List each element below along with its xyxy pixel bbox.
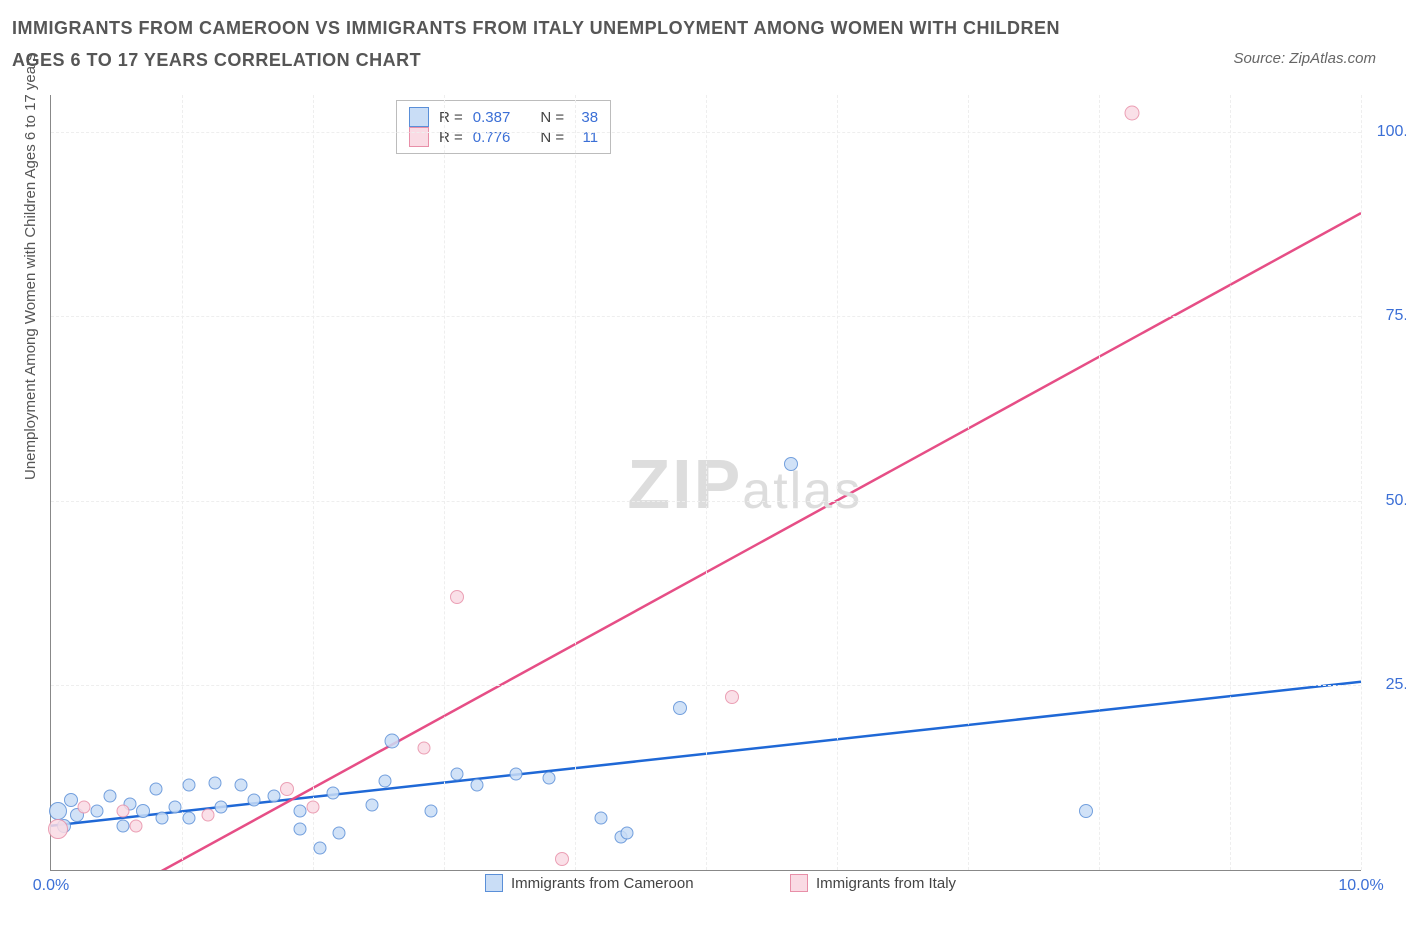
data-point-cameroon: [784, 457, 798, 471]
data-point-cameroon: [313, 841, 326, 854]
data-point-cameroon: [90, 804, 103, 817]
data-point-italy: [307, 801, 320, 814]
data-point-cameroon: [293, 823, 306, 836]
data-point-cameroon: [182, 812, 195, 825]
y-tick-label: 100.0%: [1371, 123, 1406, 141]
gridline-v: [1361, 95, 1362, 870]
legend-swatch-cameroon: [485, 874, 503, 892]
stat-swatch-cameroon: [409, 107, 429, 127]
correlation-legend: R = 0.387 N = 38R =0.776N =11: [396, 100, 611, 154]
legend-item-cameroon: Immigrants from Cameroon: [485, 874, 694, 892]
stat-row-italy: R =0.776N =11: [409, 127, 598, 147]
data-point-cameroon: [621, 827, 634, 840]
data-point-italy: [77, 801, 90, 814]
data-point-italy: [202, 808, 215, 821]
gridline-v: [313, 95, 314, 870]
trendline-italy: [123, 213, 1361, 870]
source-label: Source: ZipAtlas.com: [1233, 50, 1376, 67]
data-point-cameroon: [182, 779, 195, 792]
data-point-cameroon: [103, 790, 116, 803]
data-point-cameroon: [149, 782, 162, 795]
data-point-cameroon: [451, 768, 464, 781]
data-point-cameroon: [1079, 804, 1093, 818]
data-point-cameroon: [470, 779, 483, 792]
gridline-v: [968, 95, 969, 870]
data-point-cameroon: [333, 827, 346, 840]
data-point-italy: [280, 782, 294, 796]
gridline-v: [575, 95, 576, 870]
data-point-cameroon: [248, 793, 261, 806]
data-point-italy: [418, 742, 431, 755]
gridline-h: [51, 685, 1361, 686]
stat-r-label: R =: [439, 109, 463, 126]
data-point-cameroon: [510, 768, 523, 781]
gridline-v: [1230, 95, 1231, 870]
gridline-v: [444, 95, 445, 870]
gridline-v: [182, 95, 183, 870]
y-axis-label: Unemployment Among Women with Children A…: [22, 53, 39, 480]
data-point-cameroon: [542, 771, 555, 784]
data-point-cameroon: [595, 812, 608, 825]
stat-n-value-cameroon: 38: [574, 109, 598, 126]
data-point-italy: [117, 804, 130, 817]
data-point-cameroon: [234, 779, 247, 792]
data-point-cameroon: [293, 804, 306, 817]
data-point-cameroon: [156, 812, 169, 825]
stat-n-label: N =: [540, 109, 564, 126]
legend-label-italy: Immigrants from Italy: [816, 875, 956, 892]
scatter-plot: ZIPatlas R =0.387N =38R =0.776N =11 25.0…: [50, 95, 1361, 871]
gridline-h: [51, 132, 1361, 133]
chart-title: IMMIGRANTS FROM CAMEROON VS IMMIGRANTS F…: [12, 12, 1112, 77]
data-point-italy: [725, 690, 739, 704]
y-tick-label: 75.0%: [1371, 307, 1406, 325]
data-point-cameroon: [215, 801, 228, 814]
legend-item-italy: Immigrants from Italy: [790, 874, 956, 892]
legend-label-cameroon: Immigrants from Cameroon: [511, 875, 694, 892]
stat-r-value-cameroon: 0.387: [473, 109, 511, 126]
data-point-cameroon: [267, 790, 280, 803]
gridline-h: [51, 316, 1361, 317]
data-point-cameroon: [379, 775, 392, 788]
data-point-cameroon: [326, 786, 339, 799]
y-tick-label: 50.0%: [1371, 492, 1406, 510]
data-point-cameroon: [117, 819, 130, 832]
data-point-cameroon: [136, 804, 150, 818]
y-tick-label: 25.0%: [1371, 676, 1406, 694]
gridline-v: [837, 95, 838, 870]
data-point-cameroon: [169, 801, 182, 814]
data-point-cameroon: [673, 701, 687, 715]
gridline-v: [1099, 95, 1100, 870]
data-point-cameroon: [64, 793, 78, 807]
data-point-italy: [130, 819, 143, 832]
legend-swatch-italy: [790, 874, 808, 892]
data-point-cameroon: [384, 733, 399, 748]
data-point-cameroon: [365, 799, 378, 812]
x-tick-label: 10.0%: [1338, 877, 1383, 895]
data-point-cameroon: [208, 776, 221, 789]
data-point-italy: [450, 590, 464, 604]
stat-swatch-italy: [409, 127, 429, 147]
x-tick-label: 0.0%: [33, 877, 69, 895]
data-point-cameroon: [424, 804, 437, 817]
gridline-h: [51, 501, 1361, 502]
data-point-cameroon: [49, 802, 67, 820]
stat-row-cameroon: R = 0.387 N = 38: [409, 107, 598, 127]
data-point-italy: [48, 819, 68, 839]
gridline-v: [706, 95, 707, 870]
data-point-italy: [1124, 106, 1139, 121]
data-point-italy: [555, 852, 569, 866]
